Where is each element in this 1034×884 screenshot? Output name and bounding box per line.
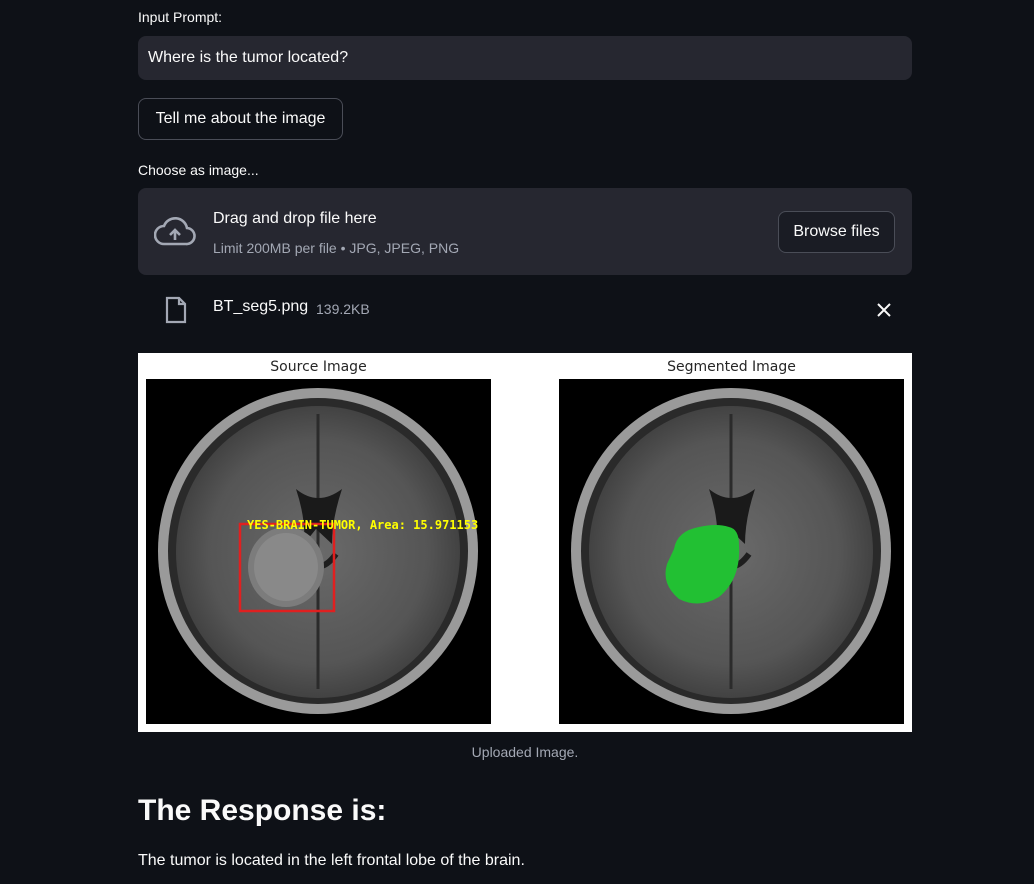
source-mri-image: YES-BRAIN-TUMOR, Area: 15.971153 xyxy=(146,379,491,724)
file-size: 139.2KB xyxy=(316,301,370,317)
prompt-label: Input Prompt: xyxy=(138,9,223,25)
result-figure: Source Image Segmented Image YES-BRAIN-T… xyxy=(138,353,912,732)
figure-caption: Uploaded Image. xyxy=(471,744,579,760)
uploader-label: Choose as image... xyxy=(138,162,259,178)
limit-text: Limit 200MB per file • JPG, JPEG, PNG xyxy=(213,240,460,256)
file-icon xyxy=(165,296,187,324)
response-text: The tumor is located in the left frontal… xyxy=(138,852,525,869)
cloud-upload-icon xyxy=(154,216,196,246)
prompt-input[interactable]: Where is the tumor located? xyxy=(138,36,912,80)
remove-file-icon[interactable] xyxy=(876,302,892,318)
drop-text: Drag and drop file here xyxy=(213,210,377,227)
segmentation-mask xyxy=(665,525,740,604)
detection-label: YES-BRAIN-TUMOR, Area: 15.971153 xyxy=(247,518,478,532)
tumor-bounding-box xyxy=(238,522,336,613)
segmented-mri-image xyxy=(559,379,904,724)
describe-image-button[interactable]: Tell me about the image xyxy=(138,98,343,140)
file-name: BT_seg5.png xyxy=(213,298,309,315)
segmented-image-title: Segmented Image xyxy=(667,359,796,375)
file-dropzone[interactable]: Drag and drop file here Limit 200MB per … xyxy=(138,188,912,275)
source-image-title: Source Image xyxy=(270,359,367,375)
response-heading: The Response is: xyxy=(138,794,387,827)
browse-files-button[interactable]: Browse files xyxy=(778,211,895,253)
